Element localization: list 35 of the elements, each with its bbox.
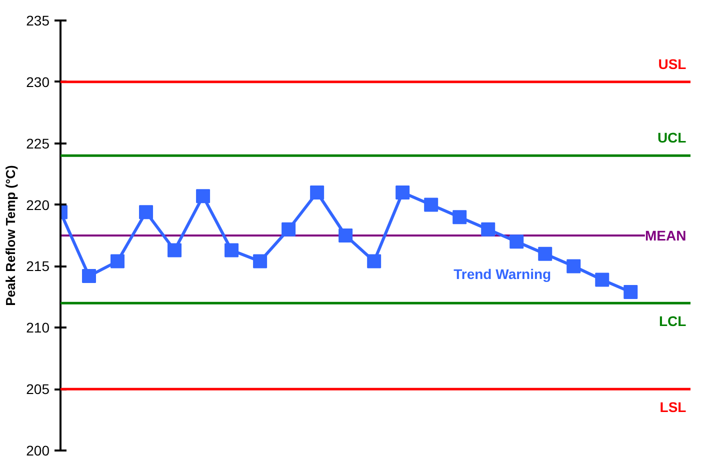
y-tick-label: 210: [26, 320, 50, 336]
ref-line-label: LSL: [660, 399, 687, 416]
point: [310, 186, 324, 200]
point: [595, 272, 610, 287]
point: [196, 189, 210, 204]
point: [538, 246, 552, 261]
ref-line-label: LCL: [659, 313, 687, 330]
ref-line-label: USL: [658, 56, 687, 72]
y-tick-label: 230: [26, 74, 50, 90]
point: [510, 234, 524, 249]
point: [396, 186, 410, 200]
y-tick-label: 215: [26, 258, 50, 274]
point: [338, 228, 353, 242]
point: [253, 254, 268, 268]
point: [624, 285, 638, 300]
point: [424, 198, 438, 212]
ref-line-label: UCL: [657, 130, 687, 146]
point: [224, 243, 239, 258]
point: [481, 222, 496, 236]
y-tick-label: 225: [26, 135, 50, 152]
point: [452, 210, 467, 224]
point: [566, 259, 581, 274]
point: [82, 269, 96, 284]
annotation: Trend Warning: [454, 266, 552, 282]
point: [367, 254, 382, 268]
y-axis-title: Peak Reflow Temp (°C): [3, 165, 18, 306]
y-tick-label: 220: [26, 196, 50, 213]
point: [110, 254, 125, 268]
y-tick-label: 200: [26, 442, 50, 458]
point: [282, 222, 296, 236]
y-tick-label: 205: [26, 381, 50, 398]
y-tick-label: 235: [26, 12, 50, 28]
point: [168, 243, 182, 258]
ref-line-label: MEAN: [645, 228, 686, 244]
point: [139, 205, 154, 220]
